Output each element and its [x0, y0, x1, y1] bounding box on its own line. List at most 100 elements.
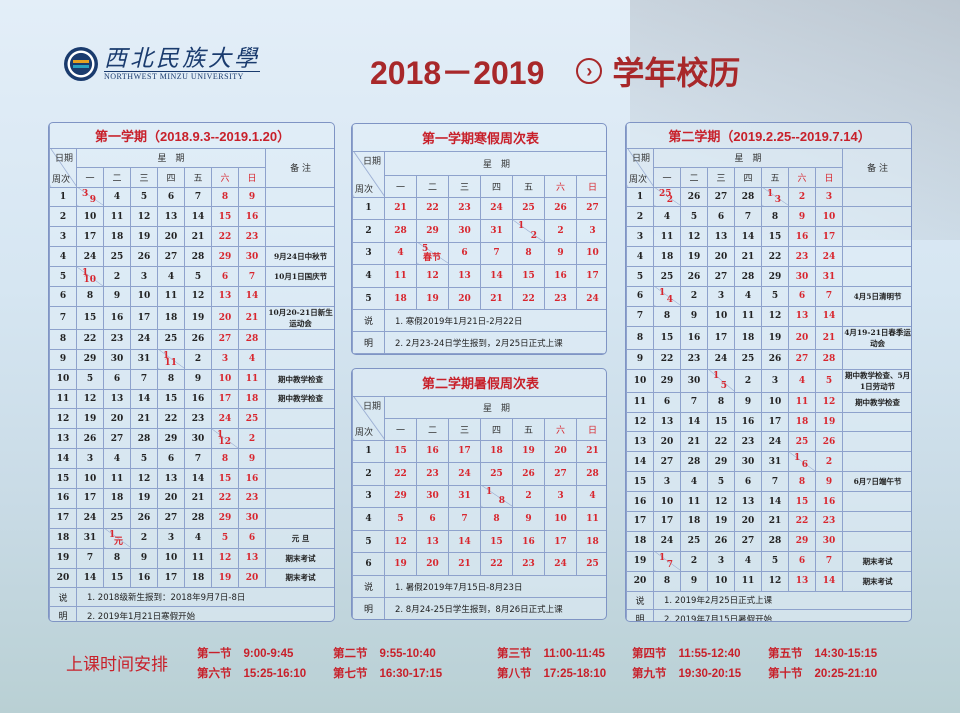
day-cell: 9 — [734, 391, 762, 413]
day-cell: 28 — [238, 328, 266, 350]
weekday-row: 一二三四五六日 — [50, 166, 335, 188]
weekday-header: 一 — [76, 166, 104, 188]
weekday-header: 四 — [157, 166, 185, 188]
day-cell: 13 — [448, 264, 481, 288]
day-cell: 20 — [157, 226, 185, 248]
remark-cell: 9月24日中秋节 — [264, 246, 334, 268]
date-label: 日期 — [362, 156, 381, 167]
weekday-group-header: 星 期 — [383, 395, 606, 419]
day-cell: 13 — [788, 305, 816, 327]
day-cell: 13 — [416, 529, 449, 554]
day-label: 7 — [666, 559, 673, 570]
day-cell: 12 — [761, 570, 789, 592]
day-cell: 14 — [815, 570, 843, 592]
week-number: 15 — [49, 468, 77, 489]
weekday-header: 二 — [416, 174, 449, 198]
day-cell: 21 — [734, 246, 762, 268]
day-cell: 3 — [707, 550, 735, 572]
month-start-cell: 1 11 — [157, 348, 185, 370]
day-cell: 21 — [448, 552, 481, 577]
header-row: 日期 周次星 期备 注 — [626, 147, 911, 188]
week-number: 14 — [49, 448, 77, 470]
day-cell: 3 — [76, 448, 104, 470]
weekday-header: 三 — [448, 174, 481, 198]
week-row: 8 15 16 17 18 19 20 21 4月19-21日春季运动会 — [626, 325, 911, 350]
day-cell: 20 — [707, 246, 735, 268]
day-cell: 10 — [544, 507, 577, 531]
day-cell: 2 — [130, 527, 158, 549]
day-cell: 26 — [544, 196, 577, 221]
header-row: 日期 周次星 期 — [352, 395, 606, 441]
remark-cell — [841, 411, 911, 433]
day-cell: 18 — [103, 487, 131, 509]
week-number: 9 — [626, 348, 654, 370]
day-cell: 8 — [653, 305, 681, 327]
week-number: 9 — [49, 348, 77, 370]
summer-break-calendar: 第二学期暑假周次表 日期 周次星 期一二三四五六日 1 15 16 17 18 19 20 21 2 2… — [351, 368, 607, 620]
day-cell: 31 — [815, 266, 843, 287]
day-cell: 7 — [761, 471, 789, 493]
day-cell: 15 — [707, 411, 735, 433]
weekday-group-header: 星 期 — [76, 147, 266, 168]
weekday-header: 日 — [575, 417, 606, 441]
title-row: 第二学期（2019.2.25--2019.7.14） — [626, 123, 911, 149]
class-period: 第三节 11:00-11:45 — [497, 645, 605, 661]
day-cell: 12 — [707, 491, 735, 512]
week-row: 2 10 11 12 13 14 15 16 — [49, 206, 334, 228]
week-number: 10 — [49, 368, 77, 390]
week-row: 18 31 1 元 2 3 4 5 6 元 旦 — [49, 527, 334, 549]
notes-label: 明 — [626, 609, 654, 621]
corner-cell: 日期 周次 — [626, 147, 654, 188]
day-cell: 20 — [544, 439, 577, 464]
day-cell: 17 — [761, 411, 789, 433]
note-text: 1. 暑假2019年7月15日-8月23日 — [383, 575, 606, 599]
day-cell: 17 — [157, 567, 185, 589]
day-cell: 16 — [815, 491, 843, 512]
day-cell: 26 — [130, 246, 158, 268]
day-cell: 22 — [384, 462, 417, 486]
day-cell: 12 — [184, 285, 212, 307]
week-number: 18 — [626, 530, 654, 552]
week-row: 9 29 30 31 1 11 2 3 4 — [49, 348, 334, 370]
day-cell: 24 — [575, 286, 606, 311]
day-cell: 16 — [130, 567, 158, 589]
day-cell: 18 — [680, 510, 708, 532]
week-number: 2 — [626, 206, 654, 228]
day-cell: 21 — [761, 510, 789, 532]
day-cell: 9 — [680, 305, 708, 327]
day-cell: 4 — [384, 241, 417, 266]
remark-cell — [841, 186, 911, 208]
week-number: 20 — [626, 570, 654, 592]
day-cell: 21 — [384, 196, 417, 221]
note-text: 2. 2019年1月21日寒假开始 — [75, 605, 334, 621]
day-cell: 13 — [103, 388, 131, 410]
notes-row: 明 2. 2月23-24日学生报到，2月25日正式上课 — [352, 331, 606, 354]
week-number: 5 — [49, 266, 77, 287]
day-cell: 2 — [238, 428, 266, 450]
day-cell: 29 — [416, 219, 449, 243]
day-cell: 16 — [734, 411, 762, 433]
day-cell: 4 — [103, 448, 131, 470]
week-number: 13 — [626, 431, 654, 453]
day-cell: 18 — [653, 246, 681, 268]
remark-cell — [264, 186, 334, 208]
day-cell: 28 — [680, 451, 708, 473]
day-cell: 13 — [211, 285, 239, 307]
day-cell: 23 — [416, 462, 449, 486]
period-name: 第六节 — [197, 668, 232, 680]
month-start-cell: 1 10 — [76, 266, 104, 287]
day-cell: 17 — [575, 264, 606, 288]
note-text: 2. 2019年7月15日暑假开始 — [652, 609, 911, 621]
calendar-title: 第一学期寒假周次表 — [352, 124, 606, 152]
day-cell: 16 — [103, 305, 131, 330]
day-cell: 24 — [76, 246, 104, 268]
week-label: 周次 — [52, 174, 71, 185]
week-row: 5 18 19 20 21 22 23 24 — [352, 286, 606, 311]
period-time: 17:25-18:10 — [543, 668, 607, 680]
day-cell: 7 — [480, 241, 513, 266]
day-cell: 17 — [815, 226, 843, 248]
day-cell: 16 — [238, 468, 266, 489]
week-number: 14 — [626, 451, 654, 473]
week-row: 8 22 23 24 25 26 27 28 — [49, 328, 334, 350]
